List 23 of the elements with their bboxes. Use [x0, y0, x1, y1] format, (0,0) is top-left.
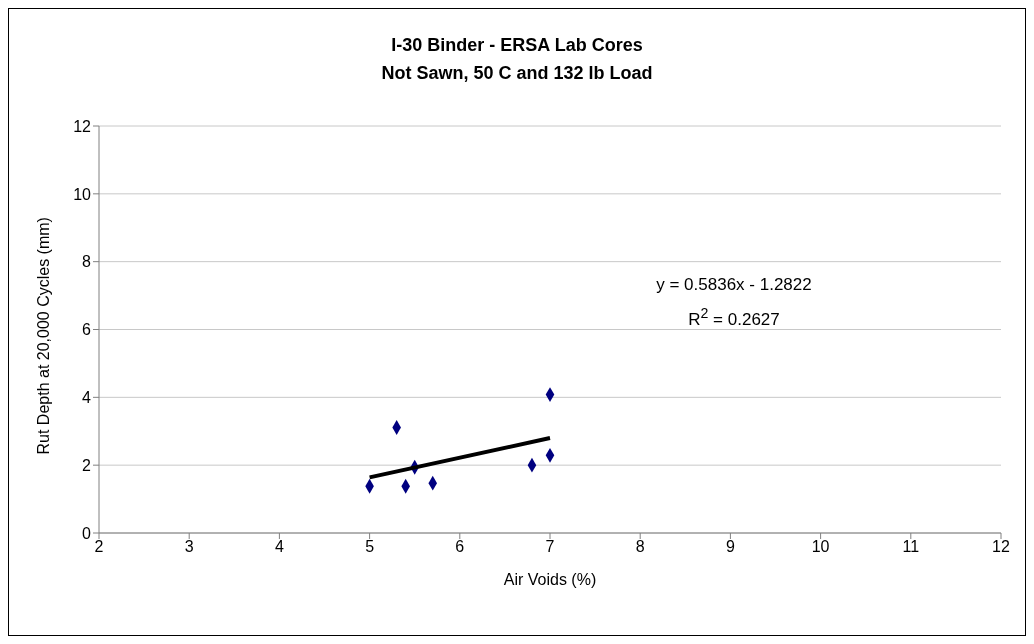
x-tick-label: 6 [455, 538, 465, 556]
x-tick-label: 10 [811, 538, 830, 556]
x-tick-label: 4 [274, 538, 284, 556]
x-tick-label: 3 [184, 538, 194, 556]
y-tick-label: 12 [73, 117, 92, 135]
x-tick-label: 9 [725, 538, 735, 556]
x-axis-title: Air Voids (%) [503, 571, 597, 588]
x-tick-label: 2 [94, 538, 104, 556]
x-tick-label: 11 [902, 538, 920, 556]
y-tick-label: 6 [82, 321, 92, 339]
y-tick-label: 2 [82, 456, 92, 474]
y-tick-label: 8 [82, 253, 92, 271]
x-tick-label: 5 [365, 538, 375, 556]
x-tick-label: 8 [635, 538, 645, 556]
y-tick-label: 10 [73, 185, 92, 203]
y-tick-label: 4 [82, 389, 92, 407]
annotation: R$^{2}$ = 0.2627 [687, 304, 781, 331]
y-tick-label: 0 [82, 524, 92, 542]
y-axis-title: Rut Depth at 20,000 Cycles (mm) [34, 217, 52, 455]
x-tick-label: 7 [545, 538, 555, 556]
x-tick-label: 12 [992, 538, 1010, 556]
chart-title: I-30 Binder - ERSA Lab Cores Not Sawn, 50 C and 132 lb Load [380, 34, 654, 85]
annotation: y = 0.5836x - 1.2822 [655, 274, 813, 296]
